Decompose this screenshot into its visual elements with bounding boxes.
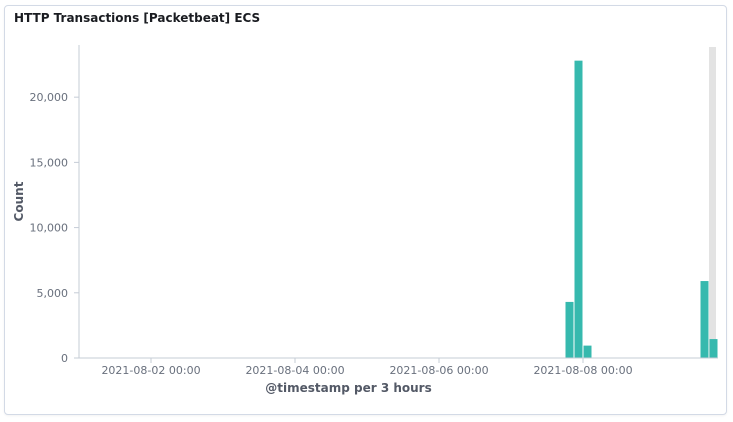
y-tick-label: 10,000 [30,222,69,235]
x-tick-label: 2021-08-02 00:00 [101,364,200,377]
histogram-bar[interactable] [575,61,583,358]
y-axis-title: Count [12,181,26,221]
y-tick-label: 20,000 [30,91,69,104]
histogram-bar[interactable] [710,339,718,358]
x-tick-label: 2021-08-06 00:00 [389,364,488,377]
histogram-bar[interactable] [566,302,574,358]
y-tick-label: 0 [61,352,68,365]
x-tick-label: 2021-08-04 00:00 [245,364,344,377]
x-axis-ticks: 2021-08-02 00:00 2021-08-04 00:00 2021-08-… [101,358,632,377]
partial-bucket-shading [709,47,716,358]
histogram-bar[interactable] [584,346,592,358]
y-axis-ticks: 0 5,000 10,000 15,000 20,000 [30,91,80,365]
histogram-bar[interactable] [701,281,709,358]
y-tick-label: 5,000 [37,287,69,300]
y-tick-label: 15,000 [30,156,69,169]
x-axis-title: @timestamp per 3 hours [265,381,431,395]
bar-series [566,61,718,358]
x-tick-label: 2021-08-08 00:00 [533,364,632,377]
